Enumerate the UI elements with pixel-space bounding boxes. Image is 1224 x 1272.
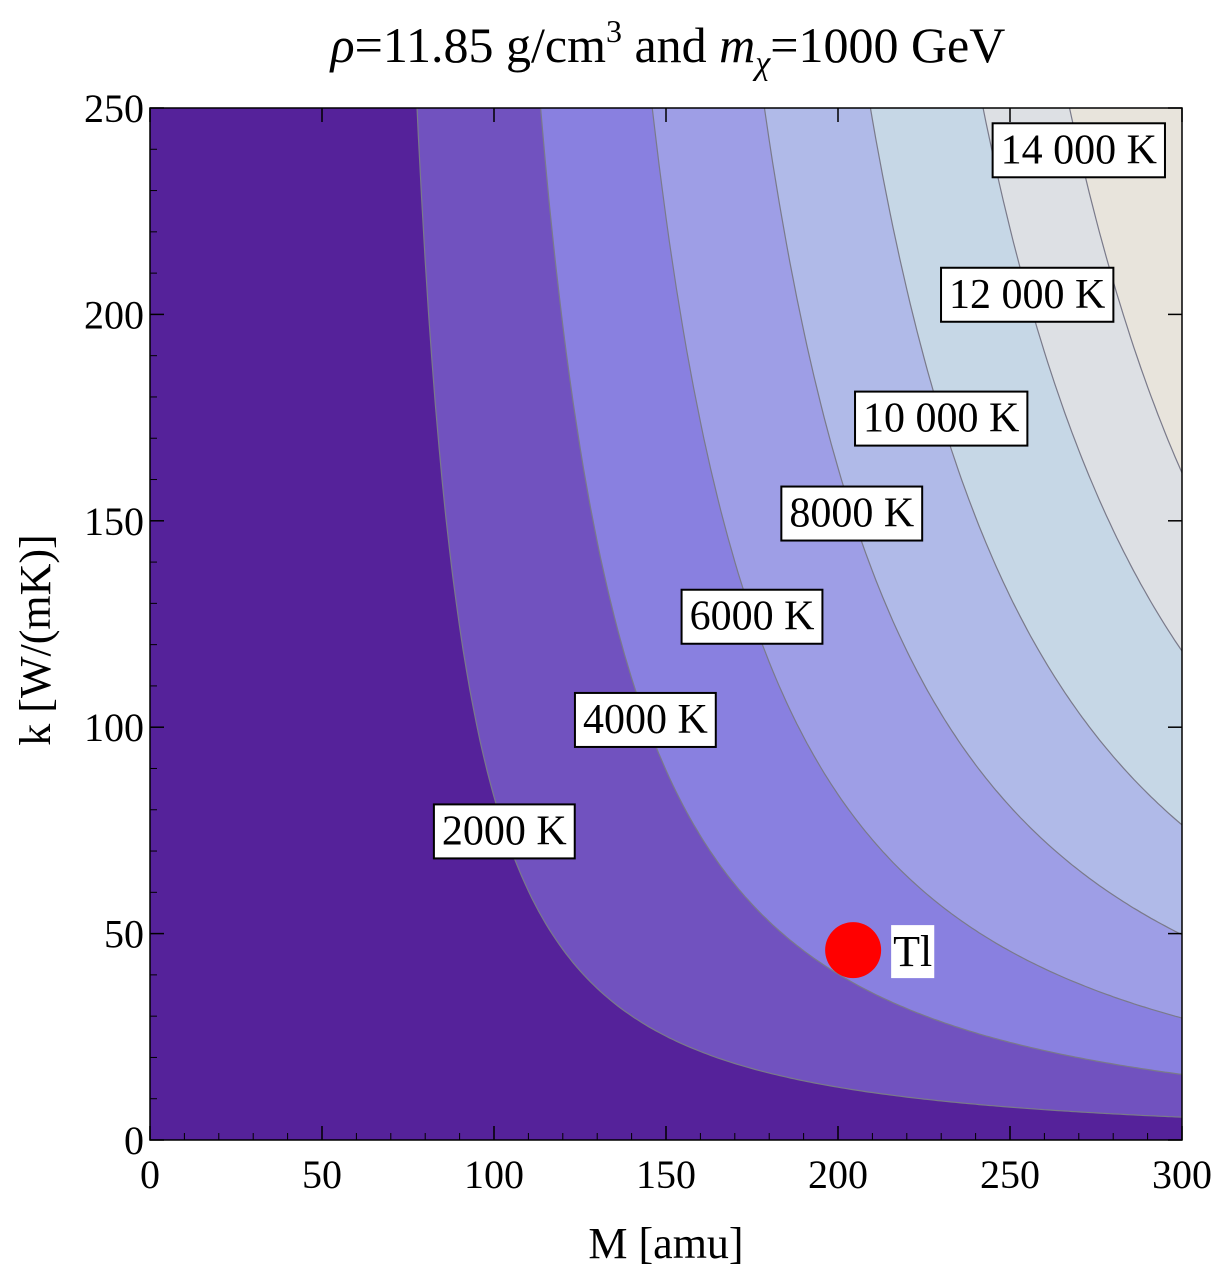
data-points: Tl	[825, 922, 935, 979]
contour-labels: 2000 K 4000 K 6000 K 8000 K 10 000 K 12 000 K…	[432, 122, 1166, 860]
contour-line-6000	[651, 108, 1182, 1019]
contour-label-box	[780, 485, 924, 542]
contour-region-14000	[1069, 108, 1182, 473]
contour-line-10000	[869, 108, 1182, 826]
contour-label-box	[680, 588, 824, 645]
contour-line-8000	[763, 108, 1182, 936]
data-point-label-text: Tl	[893, 927, 932, 976]
y-tick-label: 50	[104, 912, 144, 957]
contour-label-box	[854, 390, 1029, 447]
x-tick-label: 50	[302, 1152, 342, 1197]
x-tick-label: 300	[1152, 1152, 1212, 1197]
contour-label-text: 8000 K	[789, 491, 914, 537]
contour-label-text: 10 000 K	[863, 396, 1019, 442]
title-middle: and	[622, 17, 719, 73]
x-tick-label: 0	[140, 1152, 160, 1197]
axis-ticks: 0 50 100 150 200 250 300 0 50 100 150 200 250	[84, 86, 1212, 1197]
contour-label-box	[991, 122, 1166, 179]
contour-label-box	[432, 803, 576, 860]
x-tick-label: 100	[464, 1152, 524, 1197]
contour-label-2000: 2000 K	[432, 803, 576, 860]
x-tick-label: 150	[636, 1152, 696, 1197]
contour-label-text: 6000 K	[690, 594, 815, 640]
x-tick-label: 200	[808, 1152, 868, 1197]
data-point-label-bg	[891, 925, 935, 979]
y-tick-label: 0	[124, 1118, 144, 1163]
contour-label-text: 14 000 K	[1001, 127, 1157, 173]
contour-label-6000: 6000 K	[680, 588, 824, 645]
contour-label-text: 12 000 K	[949, 272, 1105, 318]
contour-line-layer	[416, 108, 1182, 1118]
contour-label-12000: 12 000 K	[940, 266, 1115, 323]
x-axis-title: M [amu]	[588, 1219, 743, 1268]
title-rho-exponent: 3	[606, 13, 622, 49]
contour-label-text: 4000 K	[583, 697, 708, 743]
contour-label-10000: 10 000 K	[854, 390, 1029, 447]
contour-line-2000	[416, 108, 1182, 1118]
contour-label-8000: 8000 K	[780, 485, 924, 542]
title-rho-symbol: ρ	[329, 17, 355, 73]
data-point-label: Tl	[891, 925, 935, 979]
contour-line-12000	[982, 108, 1182, 652]
contour-line-4000	[540, 108, 1182, 1075]
contour-label-box	[573, 691, 717, 748]
contour-label-4000: 4000 K	[573, 691, 717, 748]
y-tick-label: 250	[84, 86, 144, 131]
y-tick-label: 100	[84, 705, 144, 750]
title-rho-value: =11.85 g/cm	[355, 17, 606, 73]
title-m-symbol: m	[719, 17, 755, 73]
contour-label-text: 2000 K	[442, 808, 567, 854]
y-axis-title: k [W/(mK)]	[11, 534, 60, 745]
title-m-subscript: χ	[752, 45, 771, 82]
contour-label-box	[940, 266, 1115, 323]
y-tick-label: 200	[84, 292, 144, 337]
data-point-tl	[825, 922, 882, 979]
title-m-value: =1000 GeV	[770, 17, 1005, 73]
contour-label-14000: 14 000 K	[991, 122, 1166, 179]
y-tick-label: 150	[84, 499, 144, 544]
chart-title: ρ=11.85 g/cm3 and mχ=1000 GeV	[329, 13, 1006, 82]
x-tick-label: 250	[980, 1152, 1040, 1197]
